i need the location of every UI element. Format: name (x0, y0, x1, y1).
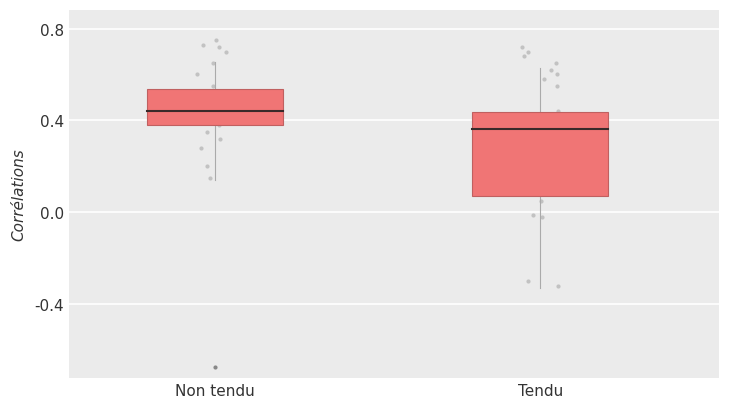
Point (550, 61, 561, 67)
Point (214, 136, 226, 143)
Point (210, 88, 222, 94)
Point (197, 95, 209, 101)
Point (227, 104, 239, 111)
Point (518, 123, 529, 129)
Point (550, 83, 562, 90)
Point (536, 214, 548, 221)
Point (204, 109, 216, 115)
Point (526, 123, 538, 129)
Point (213, 123, 225, 129)
Point (201, 164, 213, 170)
Point (192, 113, 204, 120)
Point (518, 125, 530, 131)
Point (553, 283, 564, 290)
Point (198, 90, 210, 97)
Point (196, 95, 207, 101)
Point (201, 109, 213, 115)
Point (550, 164, 562, 170)
Point (207, 61, 219, 67)
Point (197, 99, 209, 106)
Point (535, 198, 547, 205)
Point (532, 127, 544, 134)
Point (527, 191, 539, 198)
Point (213, 99, 225, 106)
Point (195, 146, 207, 152)
Point (207, 83, 218, 90)
Point (218, 109, 230, 115)
Point (517, 45, 529, 51)
Point (541, 182, 553, 189)
Point (198, 42, 210, 49)
Point (223, 104, 234, 111)
Point (520, 129, 531, 136)
Point (553, 109, 564, 115)
Point (546, 111, 558, 117)
Point (196, 111, 207, 117)
Bar (472, 113, 608, 197)
Point (528, 212, 539, 218)
Point (210, 38, 222, 44)
Point (228, 118, 239, 124)
Point (191, 116, 202, 122)
Point (204, 175, 216, 182)
Point (213, 45, 225, 51)
Point (545, 67, 557, 74)
Point (525, 175, 537, 182)
Point (518, 54, 530, 60)
Point (516, 152, 528, 159)
Point (220, 49, 232, 56)
Point (201, 129, 213, 136)
Point (538, 76, 550, 83)
Bar (147, 90, 283, 126)
Point (223, 104, 235, 111)
Point (552, 113, 564, 120)
Point (523, 49, 534, 56)
Point (551, 72, 563, 79)
Point (522, 279, 534, 285)
Point (192, 72, 204, 79)
Point (521, 120, 533, 127)
Point (218, 120, 229, 127)
Point (539, 118, 550, 124)
Point (534, 141, 546, 147)
Point (542, 118, 553, 124)
Y-axis label: Corrélations: Corrélations (11, 148, 26, 241)
